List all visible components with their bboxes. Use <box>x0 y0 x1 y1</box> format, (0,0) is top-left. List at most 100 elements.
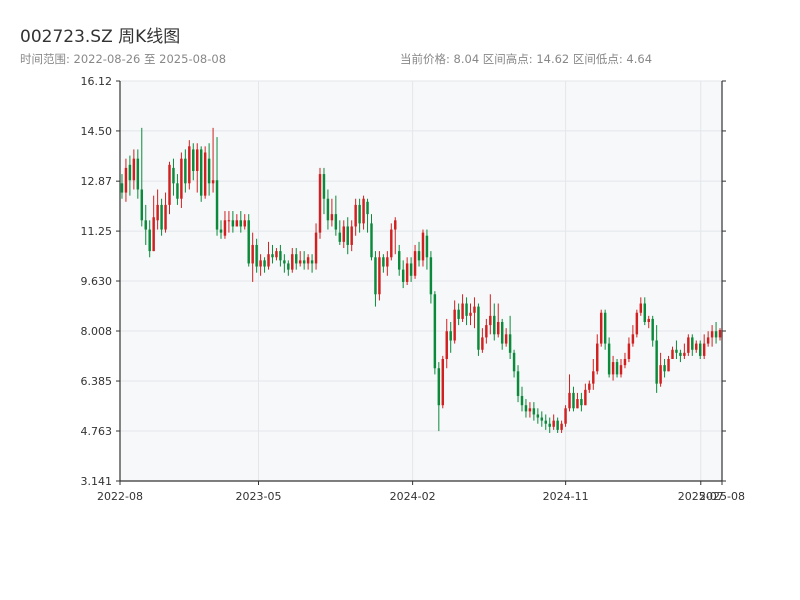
candle-body <box>405 263 409 282</box>
candle-up <box>485 318 488 344</box>
candle-up <box>683 343 686 359</box>
candle-up <box>718 328 722 341</box>
candle-up <box>124 158 128 202</box>
candle-down <box>192 143 195 181</box>
candle-body <box>465 303 468 316</box>
candle-body <box>552 420 555 427</box>
candle-up <box>211 127 215 193</box>
candle-down <box>691 334 694 356</box>
candle-down <box>302 251 306 270</box>
candle-body <box>611 362 615 375</box>
candle-up <box>223 211 227 239</box>
candle-up <box>156 189 159 230</box>
candle-body <box>647 318 650 323</box>
candle-body <box>164 204 167 230</box>
candle-body <box>655 340 658 384</box>
candle-body <box>556 420 559 430</box>
candle-down <box>271 244 274 264</box>
candle-up <box>461 294 464 323</box>
candle-up <box>568 374 571 412</box>
candle-up <box>275 248 278 261</box>
candle-up <box>469 303 472 326</box>
candle-body <box>275 251 278 258</box>
candle-body <box>698 343 702 356</box>
candle-body <box>504 334 508 344</box>
candle-body <box>283 260 286 264</box>
candle-body <box>508 334 512 353</box>
candle-body <box>390 229 393 258</box>
candle-body <box>489 315 492 326</box>
candle-body <box>671 349 674 359</box>
candle-up <box>671 346 674 359</box>
x-tick-label: 2023-05 <box>236 490 282 503</box>
candle-up <box>267 241 270 270</box>
candle-down <box>382 254 385 273</box>
candle-down <box>287 260 290 276</box>
candle-down <box>184 149 187 193</box>
candle-down <box>207 143 211 196</box>
candle-down <box>548 417 551 433</box>
candle-body <box>243 220 246 227</box>
candle-body <box>239 220 243 227</box>
candle-up <box>627 337 631 363</box>
candle-body <box>397 251 401 270</box>
candle-up <box>667 355 670 372</box>
candle-body <box>702 343 706 356</box>
candle-body <box>180 158 183 199</box>
y-tick-label: 6.385 <box>81 375 113 388</box>
candle-body <box>207 158 211 184</box>
candle-up <box>631 325 635 347</box>
candle-body <box>298 260 302 264</box>
candle-body <box>235 220 239 227</box>
candle-up <box>687 334 690 356</box>
candle-up <box>314 223 318 270</box>
candle-up <box>599 309 603 347</box>
candle-up <box>259 254 262 276</box>
candle-up <box>421 229 425 267</box>
candle-body <box>572 392 575 409</box>
candle-down <box>334 195 338 236</box>
candle-body <box>203 152 207 196</box>
candle-body <box>417 251 421 261</box>
candle-body <box>477 306 480 350</box>
candle-body <box>691 337 694 350</box>
candle-body <box>564 408 567 424</box>
candle-up <box>504 328 508 347</box>
candle-body <box>279 251 282 261</box>
candle-up <box>152 195 155 252</box>
candle-down <box>520 386 524 412</box>
candle-body <box>136 158 140 190</box>
candle-body <box>120 183 124 193</box>
candle-up <box>390 223 393 261</box>
candle-body <box>457 309 460 319</box>
candle-up <box>441 355 445 409</box>
candle-up <box>350 220 353 252</box>
candle-down <box>536 408 540 424</box>
candle-body <box>370 223 373 258</box>
candle-down <box>239 211 243 233</box>
candle-body <box>231 220 235 227</box>
candle-body <box>267 254 270 267</box>
candle-up <box>243 214 246 230</box>
candle-down <box>160 198 163 236</box>
candle-up <box>394 217 397 255</box>
candle-body <box>623 358 627 366</box>
candle-body <box>144 220 147 230</box>
candle-up <box>168 161 171 215</box>
candle-body <box>576 399 579 409</box>
candle-down <box>140 127 144 227</box>
candle-up <box>481 328 484 353</box>
candle-body <box>350 226 353 245</box>
candle-up <box>235 214 239 227</box>
candle-down <box>128 155 132 196</box>
chart-title: 002723.SZ 周K线图 <box>20 27 181 47</box>
candle-up <box>196 143 199 193</box>
candle-down <box>397 244 401 276</box>
candle-body <box>659 365 662 384</box>
candle-body <box>592 371 595 384</box>
candle-down <box>231 211 235 233</box>
candle-body <box>338 232 342 242</box>
candle-down <box>663 358 666 378</box>
candle-body <box>679 352 682 356</box>
candle-down <box>120 174 124 199</box>
